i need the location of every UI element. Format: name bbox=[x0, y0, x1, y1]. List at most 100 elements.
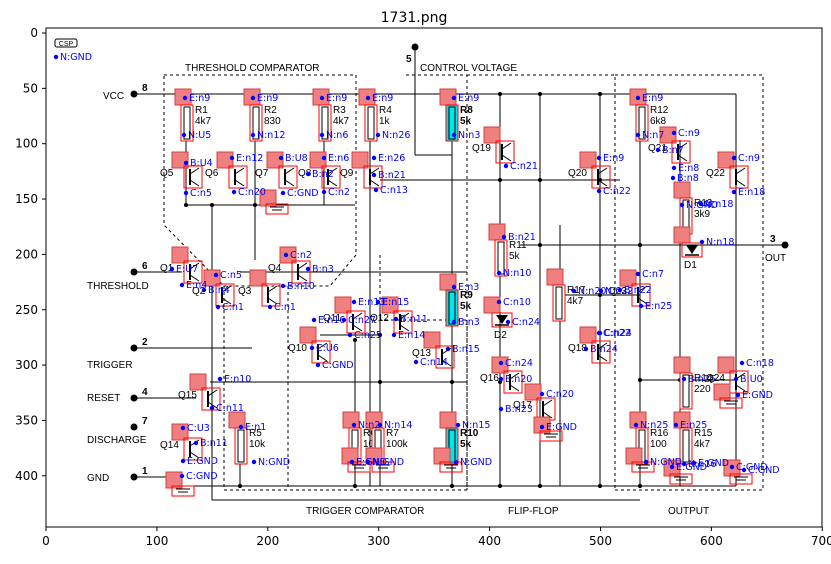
net-label: N:n16 bbox=[681, 459, 716, 470]
net-label: B:n25 bbox=[681, 374, 716, 385]
net-label-text: B:n21 bbox=[378, 170, 406, 181]
net-label-text: E:n26 bbox=[378, 153, 405, 164]
net-label: C:n1 bbox=[215, 302, 244, 313]
transistor-label: Q23 bbox=[608, 286, 627, 297]
net-label-text: N:n25 bbox=[640, 420, 668, 431]
net-label: B:n4 bbox=[201, 285, 230, 296]
pin-reset-terminal bbox=[130, 394, 138, 402]
net-label: N:n18 bbox=[698, 199, 733, 210]
net-label-text: E:n18 bbox=[738, 187, 765, 198]
net-label-text: E:n6 bbox=[328, 153, 349, 164]
pin-control-number: 5 bbox=[406, 54, 412, 65]
net-label-text: C:n5 bbox=[190, 188, 212, 199]
net-label: E:U7 bbox=[169, 264, 198, 275]
net-label: C:n2 bbox=[321, 187, 350, 198]
transistor-label: Q19 bbox=[472, 143, 491, 154]
x-tick-label: 100 bbox=[145, 534, 168, 548]
net-label-text: N:n2 bbox=[358, 420, 380, 431]
resistor-ref: R10 bbox=[460, 428, 479, 439]
net-label-text: C:n22 bbox=[603, 328, 631, 339]
net-label-text: N:GND bbox=[258, 457, 290, 468]
net-label-text: C:n9 bbox=[678, 128, 700, 139]
transistor-label: Q11 bbox=[323, 313, 342, 324]
net-label: B:n8 bbox=[670, 173, 699, 184]
net-label: E:GND bbox=[539, 422, 577, 433]
net-label: E:GND bbox=[669, 462, 707, 473]
net-label: B:n21 bbox=[501, 232, 536, 243]
net-label: N:n26 bbox=[375, 130, 410, 141]
net-label: E:n9 bbox=[596, 153, 624, 164]
section-label-trigger: TRIGGER COMPARATOR bbox=[306, 506, 424, 517]
net-label: C:n14 bbox=[413, 357, 448, 368]
net-label-text: C:n14 bbox=[420, 357, 448, 368]
net-label-text: E:n9 bbox=[326, 93, 347, 104]
net-label: C:n25 bbox=[347, 330, 382, 341]
net-label: N:n18 bbox=[699, 237, 734, 248]
resistor-value: 5k bbox=[460, 301, 472, 312]
net-label-text: N:n14 bbox=[384, 420, 412, 431]
net-label: E:n9 bbox=[635, 93, 663, 104]
resistor-ref: R15 bbox=[694, 428, 713, 439]
net-label-text: E:GND bbox=[546, 422, 577, 433]
net-label: N:n15 bbox=[455, 420, 490, 431]
resistor-value: 5k bbox=[509, 251, 521, 262]
pin-trigger-label: TRIGGER bbox=[87, 360, 133, 371]
resistor-ref: R7 bbox=[386, 428, 399, 439]
net-label-text: B:U4 bbox=[190, 158, 213, 169]
x-tick-label: 0 bbox=[42, 534, 50, 548]
net-label: C:n22 bbox=[596, 328, 631, 339]
net-label-text: B:U8 bbox=[285, 153, 308, 164]
net-label-text: C:n20 bbox=[546, 389, 574, 400]
net-label-text: N:n3 bbox=[458, 130, 480, 141]
resistor-value: 220 bbox=[694, 384, 711, 395]
net-label-text: C:n20 bbox=[238, 187, 266, 198]
pin-vcc-label: VCC bbox=[103, 91, 124, 102]
net-label-text: B:n11 bbox=[400, 314, 428, 325]
resistor-ref: R4 bbox=[379, 105, 392, 116]
transistor-label: Q2 bbox=[192, 286, 206, 297]
net-label: N:U5 bbox=[181, 130, 211, 141]
net-label: B:n21 bbox=[371, 170, 406, 181]
transistor-label: Q16 bbox=[480, 373, 499, 384]
net-label-text: N:n18 bbox=[706, 237, 734, 248]
schematic-image: CSP THRESHOLD COMPARATOR CONTROL VOLTAGE… bbox=[46, 28, 822, 527]
net-label-text: E:GND bbox=[742, 390, 773, 401]
y-tick-label: 250 bbox=[15, 303, 38, 317]
section-label-flipflop: FLIP-FLOP bbox=[508, 506, 559, 517]
net-label: C:n7 bbox=[635, 269, 664, 280]
transistor-q12: Q12 bbox=[370, 296, 413, 334]
net-label-text: C:n11 bbox=[216, 403, 244, 414]
ground-icon bbox=[365, 447, 395, 473]
pin-vcc-terminal bbox=[130, 90, 138, 98]
transistor-label: Q18 bbox=[568, 343, 587, 354]
net-label: N:n25 bbox=[633, 420, 668, 431]
pin-threshold-number: 6 bbox=[142, 261, 148, 272]
net-label-text: C:n25 bbox=[354, 330, 382, 341]
y-tick-label: 200 bbox=[15, 247, 38, 261]
transistor-q13: Q13 bbox=[412, 331, 455, 369]
net-label-text: N:GND bbox=[460, 457, 492, 468]
net-label: C:GND bbox=[179, 471, 218, 482]
net-label-text: B:n10 bbox=[287, 281, 315, 292]
net-label-text: N:n10 bbox=[503, 268, 531, 279]
net-label: E:n9 bbox=[319, 93, 347, 104]
transistor-q5: Q5 bbox=[160, 151, 203, 189]
figure-title: 1731.png bbox=[381, 10, 448, 26]
net-label-text: B:n24 bbox=[590, 344, 618, 355]
net-label-text: B:n15 bbox=[452, 344, 480, 355]
transistor-q2: Q2 bbox=[192, 269, 235, 307]
transistor-q10: Q10 bbox=[288, 326, 331, 364]
section-label-control: CONTROL VOLTAGE bbox=[420, 63, 517, 74]
x-tick-label: 500 bbox=[589, 534, 612, 548]
net-label: E:n12 bbox=[229, 153, 263, 164]
y-tick-label: 0 bbox=[30, 26, 38, 40]
y-tick-label: 100 bbox=[15, 137, 38, 151]
net-label-text: B:U0 bbox=[740, 374, 763, 385]
net-label: E:n25 bbox=[638, 301, 672, 312]
net-label-text: E:n14 bbox=[398, 330, 425, 341]
resistor-ref: R11 bbox=[509, 240, 527, 251]
y-tick-label: 150 bbox=[15, 192, 38, 206]
resistor-ref: R3 bbox=[333, 105, 346, 116]
